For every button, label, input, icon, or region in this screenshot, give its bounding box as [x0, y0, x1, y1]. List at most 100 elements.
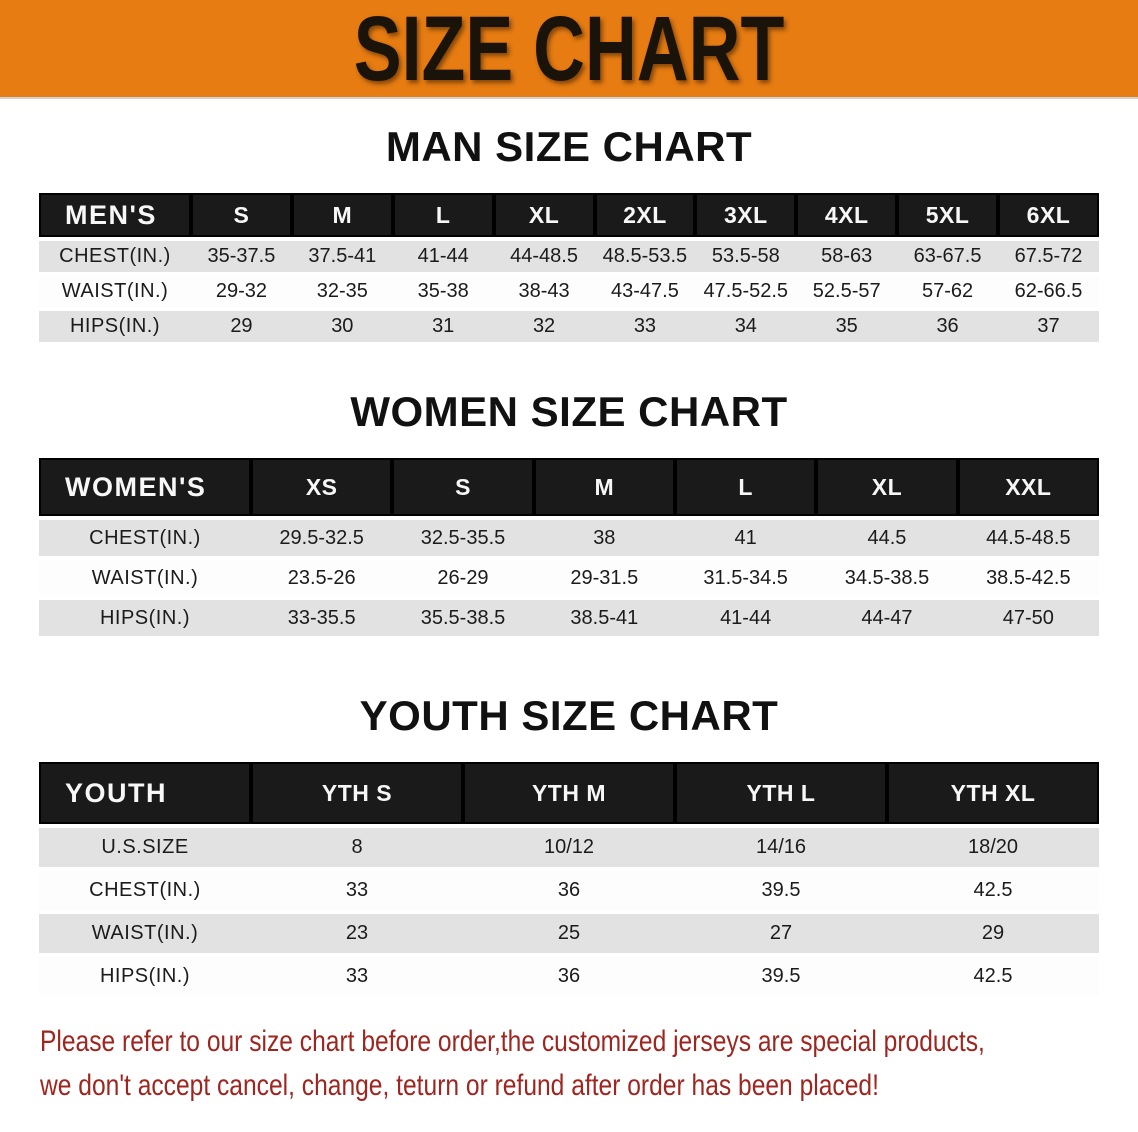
row-label: HIPS(IN.): [39, 957, 251, 996]
size-value: 39.5: [675, 957, 887, 996]
table-row: U.S.SIZE 8 10/12 14/16 18/20: [39, 828, 1099, 867]
size-value: 43-47.5: [594, 276, 696, 307]
column-header: XL: [816, 458, 958, 516]
size-section: YOUTH SIZE CHART YOUTH YTH S YTH M YTH L YT…: [0, 692, 1138, 1000]
size-value: 33: [251, 957, 463, 996]
size-value: 29: [191, 311, 292, 342]
size-value: 29-32: [191, 276, 292, 307]
row-label: CHEST(IN.): [39, 241, 191, 272]
row-label: CHEST(IN.): [39, 871, 251, 910]
size-value: 67.5-72: [998, 241, 1099, 272]
header-row: WOMEN'S XS S M L XL XXL: [39, 458, 1099, 516]
table-header-label: YOUTH: [39, 762, 251, 824]
size-value: 44-48.5: [493, 241, 595, 272]
size-value: 32.5-35.5: [392, 520, 534, 556]
size-value: 34.5-38.5: [816, 560, 958, 596]
size-value: 36: [463, 871, 675, 910]
column-header: M: [291, 193, 393, 237]
size-value: 39.5: [675, 871, 887, 910]
size-value: 25: [463, 914, 675, 953]
column-header: 3XL: [695, 193, 797, 237]
table-row: WAIST(IN.) 23 25 27 29: [39, 914, 1099, 953]
column-header: M: [533, 458, 675, 516]
table-row: HIPS(IN.) 33 36 39.5 42.5: [39, 957, 1099, 996]
size-value: 44.5: [816, 520, 958, 556]
size-value: 47-50: [957, 600, 1099, 636]
size-value: 41: [674, 520, 817, 556]
size-value: 33: [594, 311, 696, 342]
table-row: HIPS(IN.) 29 30 31 32 33 34 35 36 37: [39, 311, 1099, 342]
size-value: 31: [392, 311, 494, 342]
header-row: MEN'S S M L XL 2XL 3XL 4XL 5XL 6XL: [39, 193, 1099, 237]
size-value: 14/16: [675, 828, 887, 867]
size-value: 63-67.5: [897, 241, 998, 272]
table-body: U.S.SIZE 8 10/12 14/16 18/20 CHEST(IN.) 33 36 39…: [39, 828, 1099, 996]
sections: MAN SIZE CHART MEN'S S M L XL 2XL 3XL 4XL 5XL 6X…: [0, 123, 1138, 1000]
table-row: WAIST(IN.) 23.5-26 26-29 29-31.5 31.5-34.5 34…: [39, 560, 1099, 596]
size-value: 57-62: [897, 276, 998, 307]
size-value: 37.5-41: [291, 241, 393, 272]
column-header: S: [191, 193, 292, 237]
size-value: 23: [251, 914, 463, 953]
section-title: MAN SIZE CHART: [385, 123, 753, 170]
size-value: 58-63: [796, 241, 898, 272]
size-value: 42.5: [887, 957, 1099, 996]
column-header: YTH XL: [887, 762, 1099, 824]
size-value: 38-43: [493, 276, 595, 307]
table-header: YOUTH YTH S YTH M YTH L YTH XL: [39, 762, 1099, 824]
row-label: U.S.SIZE: [39, 828, 251, 867]
table-body: CHEST(IN.) 29.5-32.5 32.5-35.5 38 41 44.5 44.5…: [39, 520, 1099, 636]
page-title: SIZE CHART: [353, 0, 785, 100]
table-header: WOMEN'S XS S M L XL XXL: [39, 458, 1099, 516]
column-header: XXL: [957, 458, 1099, 516]
size-value: 30: [291, 311, 393, 342]
row-label: WAIST(IN.): [39, 914, 251, 953]
size-value: 35: [796, 311, 898, 342]
column-header: YTH M: [463, 762, 675, 824]
table-header-label: MEN'S: [39, 193, 191, 237]
table-header-label: WOMEN'S: [39, 458, 251, 516]
banner: SIZE CHART: [0, 0, 1138, 97]
size-value: 33: [251, 871, 463, 910]
size-value: 23.5-26: [251, 560, 393, 596]
size-value: 48.5-53.5: [594, 241, 696, 272]
column-header: XS: [251, 458, 393, 516]
section-title: YOUTH SIZE CHART: [359, 692, 779, 739]
size-value: 53.5-58: [695, 241, 797, 272]
row-label: CHEST(IN.): [39, 520, 251, 556]
size-value: 32-35: [291, 276, 393, 307]
row-label: WAIST(IN.): [39, 276, 191, 307]
size-value: 41-44: [674, 600, 817, 636]
table-row: HIPS(IN.) 33-35.5 35.5-38.5 38.5-41 41-44 44-…: [39, 600, 1099, 636]
size-value: 35-38: [392, 276, 494, 307]
size-value: 35-37.5: [191, 241, 292, 272]
table-row: CHEST(IN.) 33 36 39.5 42.5: [39, 871, 1099, 910]
size-value: 47.5-52.5: [695, 276, 797, 307]
size-value: 38: [533, 520, 675, 556]
table-header: MEN'S S M L XL 2XL 3XL 4XL 5XL 6XL: [39, 193, 1099, 237]
column-header: L: [392, 193, 494, 237]
column-header: S: [392, 458, 534, 516]
disclaimer-line-1: Please refer to our size chart before or…: [40, 1025, 985, 1058]
size-value: 32: [493, 311, 595, 342]
size-value: 37: [998, 311, 1099, 342]
size-value: 31.5-34.5: [674, 560, 817, 596]
row-label: WAIST(IN.): [39, 560, 251, 596]
size-value: 52.5-57: [796, 276, 898, 307]
row-label: HIPS(IN.): [39, 311, 191, 342]
column-header: 6XL: [998, 193, 1099, 237]
size-value: 36: [897, 311, 998, 342]
size-value: 26-29: [392, 560, 534, 596]
size-value: 44-47: [816, 600, 958, 636]
table-body: CHEST(IN.) 35-37.5 37.5-41 41-44 44-48.5 48.5…: [39, 241, 1099, 342]
size-value: 29.5-32.5: [251, 520, 393, 556]
size-value: 41-44: [392, 241, 494, 272]
table-row: CHEST(IN.) 29.5-32.5 32.5-35.5 38 41 44.5 44.5…: [39, 520, 1099, 556]
column-header: YTH L: [675, 762, 887, 824]
size-value: 38.5-42.5: [957, 560, 1099, 596]
size-table: MEN'S S M L XL 2XL 3XL 4XL 5XL 6XL CHEST(IN.) 35-…: [39, 189, 1099, 346]
size-section: MAN SIZE CHART MEN'S S M L XL 2XL 3XL 4XL 5XL 6X…: [0, 123, 1138, 346]
column-header: 4XL: [796, 193, 898, 237]
size-value: 34: [695, 311, 797, 342]
